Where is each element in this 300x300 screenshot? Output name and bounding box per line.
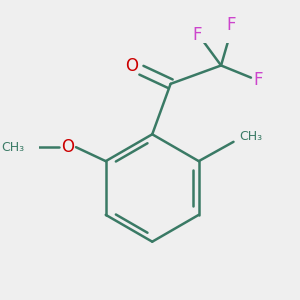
Text: O: O bbox=[125, 56, 138, 74]
Text: CH₃: CH₃ bbox=[1, 141, 24, 154]
Text: F: F bbox=[226, 16, 236, 34]
Text: F: F bbox=[192, 26, 202, 44]
Text: CH₃: CH₃ bbox=[239, 130, 262, 143]
Text: F: F bbox=[254, 71, 263, 89]
Text: O: O bbox=[61, 138, 74, 156]
